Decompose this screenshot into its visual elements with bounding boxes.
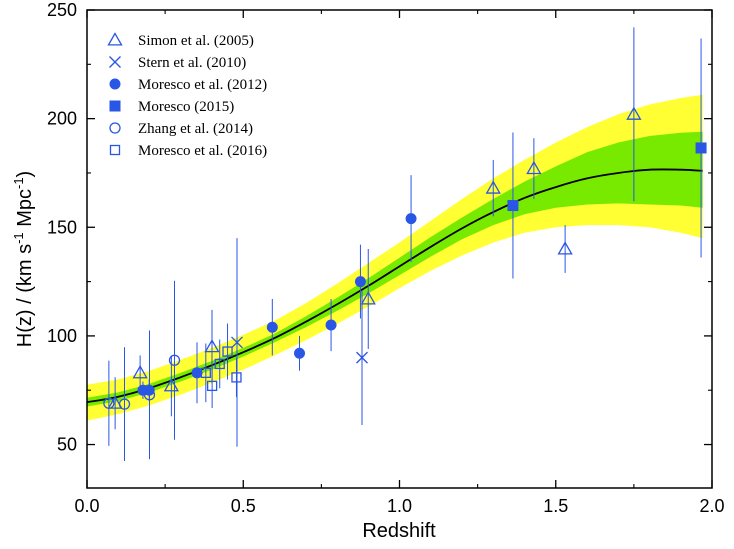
data-point — [325, 298, 337, 352]
point-marker — [294, 347, 305, 359]
data-point — [360, 249, 376, 349]
data-point — [103, 360, 115, 446]
point-marker — [557, 241, 573, 255]
data-point — [222, 323, 233, 380]
point-marker — [231, 336, 243, 349]
y-axis-label-superscript: -1 — [11, 232, 26, 244]
data-point — [231, 238, 243, 447]
y-axis-label-part: Mpc — [14, 189, 36, 232]
legend-label: Moresco et al. (2016) — [138, 143, 267, 159]
data-point — [266, 298, 278, 356]
point-marker — [132, 365, 148, 379]
data-point — [168, 280, 181, 440]
y-tick-label: 50 — [57, 435, 77, 455]
point-marker — [222, 346, 233, 357]
point-marker — [143, 389, 156, 401]
fit-line-group — [86, 168, 703, 404]
data-point — [231, 357, 242, 397]
legend-item: Zhang et al. (2014) — [109, 121, 253, 137]
data-point — [354, 244, 366, 319]
data-point — [626, 27, 642, 202]
data-point — [200, 343, 211, 403]
y-tick-label: 250 — [47, 0, 77, 20]
legend-label: Stern et al. (2010) — [138, 55, 246, 71]
data-point — [356, 290, 368, 425]
legend-marker — [109, 122, 121, 134]
point-marker — [526, 160, 542, 175]
data-point — [191, 342, 203, 404]
point-marker — [695, 142, 707, 154]
data-point — [132, 355, 148, 391]
point-marker — [325, 319, 337, 331]
point-marker — [204, 338, 220, 353]
legend-item: Moresco et al. (2016) — [109, 143, 267, 159]
data-point — [485, 159, 501, 217]
y-tick-label: 150 — [47, 217, 77, 237]
point-marker — [626, 106, 642, 120]
x-tick-label: 0.5 — [231, 496, 256, 516]
point-marker — [107, 395, 123, 409]
axis-ticks: 0.0 0.5 1.0 1.5 2.0 50 100 150 200 250 — [47, 0, 725, 516]
y-axis-label: H(z) / (km s-1 Mpc-1) — [11, 171, 36, 347]
x-axis-label: Redshift — [362, 520, 436, 542]
data-point — [526, 138, 542, 200]
point-marker — [354, 276, 366, 288]
legend-item: Moresco et al. (2012) — [109, 77, 267, 93]
legend: Simon et al. (2005) Stern et al. (2010) Mo… — [107, 32, 267, 159]
point-marker — [231, 372, 242, 383]
point-marker — [214, 358, 225, 370]
y-axis-label-part: ) — [14, 171, 36, 178]
legend-marker — [109, 78, 121, 90]
legend-item: Stern et al. (2010) — [109, 55, 246, 71]
point-marker — [356, 351, 368, 364]
legend-marker — [109, 56, 121, 68]
point-marker — [266, 321, 278, 333]
point-marker — [507, 200, 519, 212]
legend-label: Moresco (2015) — [138, 99, 234, 115]
marker-stroke — [109, 56, 121, 68]
data-point — [294, 335, 305, 371]
y-tick-label: 100 — [47, 326, 77, 346]
data-point — [118, 347, 131, 462]
y-axis-label-part: H(z) / (km s — [14, 244, 36, 347]
legend-marker — [107, 32, 123, 46]
data-point — [507, 132, 519, 279]
legend-label: Zhang et al. (2014) — [138, 121, 253, 137]
data-point — [214, 339, 225, 389]
legend-label: Moresco et al. (2012) — [138, 77, 267, 93]
point-marker — [118, 398, 131, 410]
point-marker — [405, 213, 417, 225]
x-tick-label: 0.0 — [74, 496, 99, 516]
point-marker — [191, 367, 203, 379]
data-point — [143, 330, 156, 460]
point-marker — [206, 380, 218, 392]
point-marker — [168, 354, 181, 366]
legend-item: Simon et al. (2005) — [107, 32, 254, 49]
legend-marker — [109, 144, 121, 156]
data-point — [405, 175, 417, 263]
x-tick-label: 1.5 — [543, 496, 568, 516]
x-tick-label: 2.0 — [699, 496, 724, 516]
point-marker — [103, 397, 115, 409]
legend-label: Simon et al. (2005) — [138, 33, 254, 49]
marker-stroke — [356, 351, 368, 364]
y-axis-label-superscript: -1 — [11, 177, 26, 189]
data-point — [557, 225, 573, 273]
data-point — [107, 377, 123, 430]
data-points — [103, 27, 707, 462]
data-point — [206, 363, 218, 409]
data-point — [695, 38, 707, 258]
point-marker — [200, 367, 211, 378]
point-marker — [360, 291, 376, 305]
y-tick-label: 200 — [47, 109, 77, 129]
marker-stroke — [231, 336, 243, 349]
fit-line — [86, 168, 703, 404]
point-marker — [485, 180, 501, 194]
legend-item: Moresco (2015) — [109, 99, 234, 115]
x-tick-label: 1.0 — [387, 496, 412, 516]
legend-marker — [109, 100, 121, 112]
